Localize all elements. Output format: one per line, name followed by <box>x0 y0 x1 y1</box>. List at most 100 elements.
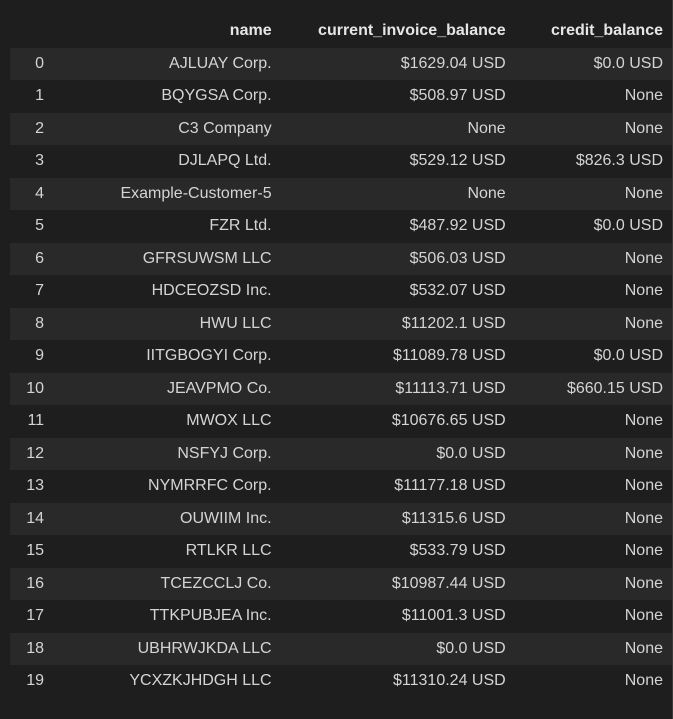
row-index: 3 <box>35 152 45 170</box>
table-row: 8 HWU LLC $11202.1 USD None <box>10 307 673 340</box>
row-index: 16 <box>26 574 45 592</box>
credit-balance-cell: None <box>624 574 663 592</box>
row-index: 15 <box>26 542 45 560</box>
current-invoice-balance-cell: $0.0 USD <box>436 639 506 657</box>
row-index: 13 <box>26 477 45 495</box>
current-invoice-balance-cell: $487.92 USD <box>409 217 506 235</box>
credit-balance-column-header: credit_balance <box>515 15 673 48</box>
customer-name-cell: BQYGSA Corp. <box>161 87 272 105</box>
table-row: 5 FZR Ltd. $487.92 USD $0.0 USD <box>10 210 673 243</box>
table-row: 16 TCEZCCLJ Co. $10987.44 USD None <box>10 567 673 600</box>
row-index: 6 <box>35 249 45 267</box>
row-index: 12 <box>26 444 45 462</box>
credit-balance-cell: None <box>624 542 663 560</box>
table-row: 2 C3 Company None None <box>10 112 673 145</box>
current-invoice-balance-cell: $533.79 USD <box>409 542 506 560</box>
table-row: 19 YCXZKJHDGH LLC $11310.24 USD None <box>10 665 673 698</box>
credit-balance-cell: None <box>624 509 663 527</box>
customer-name-cell: GFRSUWSM LLC <box>142 249 272 267</box>
customer-name-cell: MWOX LLC <box>186 412 272 430</box>
row-index: 7 <box>35 282 45 300</box>
table-row: 9 IITGBOGYI Corp. $11089.78 USD $0.0 USD <box>10 340 673 373</box>
current-invoice-balance-cell: $11177.18 USD <box>394 477 506 495</box>
customer-name-cell: C3 Company <box>178 119 272 137</box>
row-index: 4 <box>35 184 45 202</box>
row-index: 11 <box>27 412 45 430</box>
index-column-header <box>10 15 54 48</box>
table-row: 4 Example-Customer-5 None None <box>10 177 673 210</box>
credit-balance-cell: None <box>624 314 663 332</box>
customer-name-cell: NYMRRFC Corp. <box>148 477 272 495</box>
table-row: 10 JEAVPMO Co. $11113.71 USD $660.15 USD <box>10 372 673 405</box>
credit-balance-cell: None <box>624 184 663 202</box>
credit-balance-cell: $660.15 USD <box>566 379 663 397</box>
header-row: name current_invoice_balance credit_bala… <box>10 15 673 48</box>
current-invoice-balance-cell: $532.07 USD <box>409 282 506 300</box>
customer-name-cell: OUWIIM Inc. <box>180 509 272 527</box>
credit-balance-cell: None <box>624 87 663 105</box>
row-index: 0 <box>35 54 45 72</box>
current-invoice-balance-cell: $11113.71 USD <box>395 379 506 397</box>
customer-name-cell: NSFYJ Corp. <box>177 444 272 462</box>
current-invoice-balance-cell: None <box>467 119 506 137</box>
current-invoice-balance-cell: None <box>467 184 506 202</box>
table-row: 6 GFRSUWSM LLC $506.03 USD None <box>10 242 673 275</box>
current-invoice-balance-cell: $10676.65 USD <box>391 412 506 430</box>
table-row: 13 NYMRRFC Corp. $11177.18 USD None <box>10 470 673 503</box>
customer-name-cell: RTLKR LLC <box>185 542 272 560</box>
customer-name-cell: AJLUAY Corp. <box>169 54 272 72</box>
customer-name-cell: JEAVPMO Co. <box>166 379 272 397</box>
credit-balance-cell: None <box>624 119 663 137</box>
table-row: 15 RTLKR LLC $533.79 USD None <box>10 535 673 568</box>
customer-name-cell: DJLAPQ Ltd. <box>178 152 272 170</box>
table-row: 17 TTKPUBJEA Inc. $11001.3 USD None <box>10 600 673 633</box>
row-index: 14 <box>26 509 45 527</box>
row-index: 5 <box>35 217 45 235</box>
customer-name-cell: HWU LLC <box>199 314 272 332</box>
credit-balance-cell: $0.0 USD <box>593 217 663 235</box>
customer-name-cell: TCEZCCLJ Co. <box>160 574 272 592</box>
customer-name-cell: FZR Ltd. <box>209 217 272 235</box>
row-index: 19 <box>26 672 45 690</box>
current-invoice-balance-cell: $508.97 USD <box>409 87 506 105</box>
table-row: 7 HDCEOZSD Inc. $532.07 USD None <box>10 275 673 308</box>
row-index: 9 <box>35 347 45 365</box>
current-invoice-balance-cell: $10987.44 USD <box>391 574 506 592</box>
row-index: 8 <box>35 314 45 332</box>
credit-balance-cell: None <box>624 412 663 430</box>
table-row: 14 OUWIIM Inc. $11315.6 USD None <box>10 502 673 535</box>
customer-name-cell: TTKPUBJEA Inc. <box>149 607 272 625</box>
table-row: 1 BQYGSA Corp. $508.97 USD None <box>10 80 673 113</box>
table-row: 0 AJLUAY Corp. $1629.04 USD $0.0 USD <box>10 47 673 80</box>
table-header: name current_invoice_balance credit_bala… <box>10 15 673 48</box>
customer-name-cell: YCXZKJHDGH LLC <box>129 672 272 690</box>
current-invoice-balance-cell: $1629.04 USD <box>400 54 506 72</box>
credit-balance-cell: None <box>624 249 663 267</box>
current-invoice-balance-cell: $0.0 USD <box>436 444 506 462</box>
credit-balance-cell: None <box>624 477 663 495</box>
current-invoice-balance-cell: $506.03 USD <box>409 249 506 267</box>
credit-balance-cell: $0.0 USD <box>593 347 663 365</box>
credit-balance-cell: None <box>624 607 663 625</box>
customer-name-cell: UBHRWJKDA LLC <box>137 639 272 657</box>
credit-balance-cell: $826.3 USD <box>575 152 663 170</box>
row-index: 10 <box>26 379 45 397</box>
table-row: 11 MWOX LLC $10676.65 USD None <box>10 405 673 438</box>
table-row: 12 NSFYJ Corp. $0.0 USD None <box>10 437 673 470</box>
current-invoice-balance-cell: $11315.6 USD <box>401 509 506 527</box>
customer-name-cell: HDCEOZSD Inc. <box>151 282 272 300</box>
credit-balance-cell: None <box>624 672 663 690</box>
credit-balance-cell: None <box>624 282 663 300</box>
dataframe-table: name current_invoice_balance credit_bala… <box>10 15 673 698</box>
current-invoice-balance-cell: $11001.3 USD <box>401 607 506 625</box>
table-body: 0 AJLUAY Corp. $1629.04 USD $0.0 USD 1 BQYGSA… <box>10 47 673 698</box>
current-invoice-balance-cell: $11310.24 USD <box>393 672 506 690</box>
credit-balance-cell: $0.0 USD <box>593 54 663 72</box>
credit-balance-cell: None <box>624 639 663 657</box>
current-invoice-balance-cell: $529.12 USD <box>409 152 506 170</box>
row-index: 1 <box>35 87 45 105</box>
row-index: 2 <box>35 119 45 137</box>
current-invoice-balance-cell: $11202.1 USD <box>401 314 506 332</box>
name-column-header: name <box>53 15 282 48</box>
